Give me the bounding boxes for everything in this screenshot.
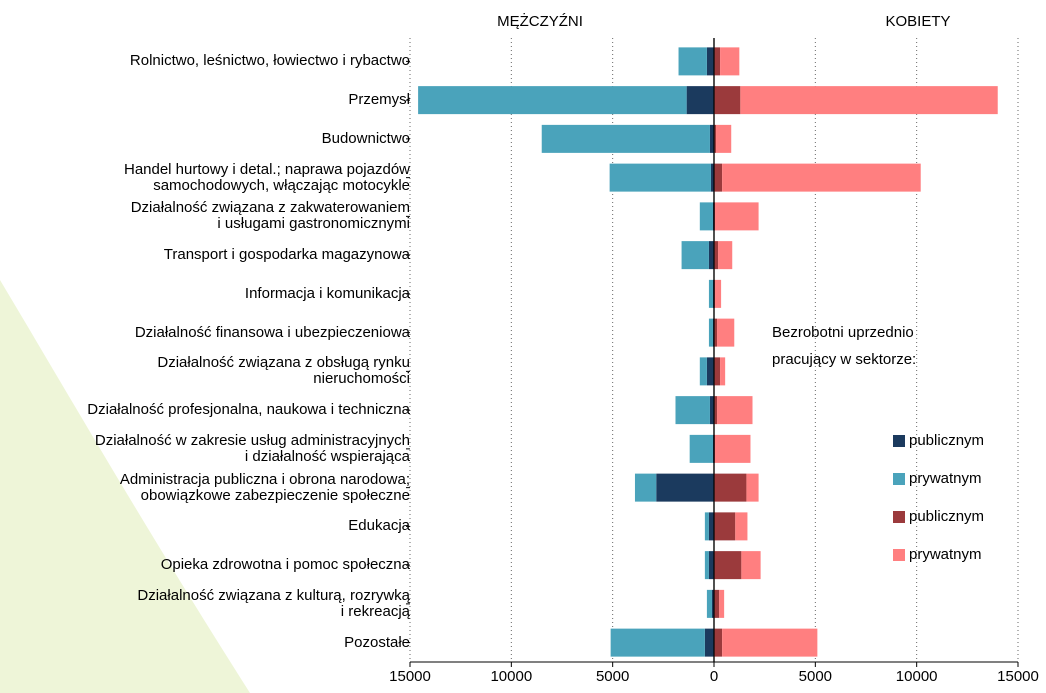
bar xyxy=(541,124,710,153)
bar xyxy=(740,86,998,115)
bar xyxy=(634,473,657,502)
category-label: Opieka zdrowotna i pomoc społeczna xyxy=(160,556,410,574)
bar xyxy=(709,124,714,153)
background-decoration xyxy=(0,280,250,693)
bar xyxy=(715,202,759,231)
bar xyxy=(714,241,719,270)
bar xyxy=(689,434,713,463)
bar xyxy=(708,512,714,541)
category-label: Działalność związana z zakwaterowaniem i… xyxy=(130,199,410,233)
bar xyxy=(609,163,711,192)
bar xyxy=(714,589,720,618)
legend-label: prywatnym xyxy=(909,470,982,487)
bar xyxy=(681,241,709,270)
bar xyxy=(714,47,721,76)
bar xyxy=(714,357,721,386)
category-label: Handel hurtowy i detal.; naprawa pojazdó… xyxy=(123,160,410,194)
bar xyxy=(678,47,707,76)
legend-label: publicznym xyxy=(909,432,984,449)
x-tick-label: 0 xyxy=(710,668,718,685)
bar xyxy=(715,434,751,463)
bar xyxy=(708,241,714,270)
bar xyxy=(711,589,714,618)
bar xyxy=(722,628,818,657)
bar xyxy=(720,47,740,76)
legend-label: publicznym xyxy=(909,508,984,525)
legend-title: Bezrobotni uprzednio xyxy=(772,324,914,341)
legend-title: pracujący w sektorze: xyxy=(772,351,916,368)
bar xyxy=(714,628,723,657)
bar xyxy=(722,163,921,192)
bar xyxy=(714,512,736,541)
bar xyxy=(706,47,714,76)
x-tick-label: 5000 xyxy=(596,668,629,685)
bar xyxy=(719,589,725,618)
x-tick-label: 5000 xyxy=(799,668,832,685)
bar xyxy=(717,396,753,425)
bar xyxy=(714,551,742,580)
bar xyxy=(418,86,687,115)
bar xyxy=(714,86,741,115)
category-label: Transport i gospodarka magazynowa xyxy=(163,246,410,264)
legend-swatch xyxy=(893,511,905,523)
bar xyxy=(706,589,712,618)
bar xyxy=(714,163,723,192)
left-header: MĘŻCZYŹNI xyxy=(497,12,583,30)
bar xyxy=(741,551,761,580)
category-label: Przemysł xyxy=(348,91,410,109)
bar xyxy=(699,202,713,231)
bar xyxy=(656,473,714,502)
bar xyxy=(610,628,705,657)
bar xyxy=(686,86,714,115)
legend-swatch xyxy=(893,549,905,561)
right-header: KOBIETY xyxy=(885,13,950,30)
bar xyxy=(716,124,732,153)
bar xyxy=(709,396,714,425)
category-label: Pozostałe xyxy=(344,633,410,651)
bar xyxy=(675,396,710,425)
bar xyxy=(704,551,709,580)
legend-swatch xyxy=(893,435,905,447)
bar xyxy=(704,628,714,657)
bar xyxy=(746,473,759,502)
category-label: Działalność związana z obsługą rynku nie… xyxy=(157,354,410,388)
category-label: Administracja publiczna i obrona narodow… xyxy=(119,470,410,504)
bar xyxy=(720,357,726,386)
bar xyxy=(717,318,735,347)
bar xyxy=(735,512,748,541)
category-label: Informacja i komunikacja xyxy=(244,284,410,302)
category-label: Rolnictwo, leśnictwo, łowiectwo i rybact… xyxy=(129,52,410,70)
bar xyxy=(714,396,718,425)
bar xyxy=(714,124,717,153)
bar xyxy=(708,279,713,308)
bar xyxy=(715,279,722,308)
legend-swatch xyxy=(893,473,905,485)
bar xyxy=(704,512,709,541)
category-label: Budownictwo xyxy=(321,129,410,147)
category-label: Działalność finansowa i ubezpieczeniowa xyxy=(134,323,410,341)
bar xyxy=(710,163,714,192)
bar xyxy=(708,551,714,580)
bar xyxy=(718,241,733,270)
x-tick-label: 10000 xyxy=(490,668,532,685)
category-label: Działalność profesjonalna, naukowa i tec… xyxy=(87,401,410,419)
x-tick-label: 15000 xyxy=(997,668,1039,685)
category-label: Edukacja xyxy=(348,517,410,535)
x-tick-label: 15000 xyxy=(389,668,431,685)
bar xyxy=(708,318,713,347)
x-tick-label: 10000 xyxy=(896,668,938,685)
legend-label: prywatnym xyxy=(909,546,982,563)
bar xyxy=(714,318,718,347)
bar xyxy=(699,357,707,386)
bar xyxy=(706,357,714,386)
bar xyxy=(714,473,747,502)
category-label: Działalność związana z kulturą, rozrywką… xyxy=(137,586,410,620)
category-label: Działalność w zakresie usług administrac… xyxy=(94,431,410,465)
